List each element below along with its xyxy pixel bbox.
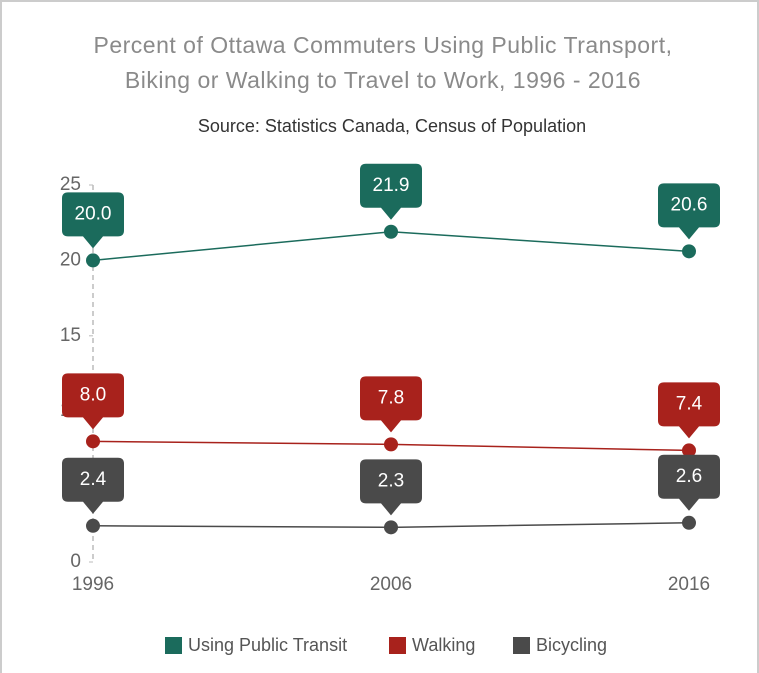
label-box xyxy=(62,457,124,514)
point xyxy=(86,434,100,449)
point xyxy=(384,520,398,535)
point xyxy=(384,224,398,239)
legend-swatch xyxy=(389,637,406,654)
x-tick-label: 1996 xyxy=(72,574,114,595)
point xyxy=(86,253,100,268)
label-box xyxy=(360,163,422,220)
legend-swatch xyxy=(513,637,530,654)
label-box xyxy=(658,183,720,240)
label-box xyxy=(360,376,422,433)
data-label: 8.0 xyxy=(80,384,106,405)
legend-label: Bicycling xyxy=(536,635,607,655)
data-label: 20.6 xyxy=(671,194,708,215)
y-tick-label: 20 xyxy=(60,249,81,270)
data-label: 7.8 xyxy=(378,387,404,408)
data-label: 7.4 xyxy=(676,393,703,414)
data-label: 2.3 xyxy=(378,470,404,491)
legend-swatch xyxy=(165,637,182,654)
data-label: 2.4 xyxy=(80,469,107,490)
label-box xyxy=(658,454,720,511)
y-tick-label: 15 xyxy=(60,325,81,346)
point xyxy=(384,437,398,452)
chart-title: Percent of Ottawa Commuters Using Public… xyxy=(94,32,673,58)
label-box xyxy=(62,373,124,430)
label-box xyxy=(360,459,422,516)
label-box xyxy=(62,192,124,249)
chart-title: Biking or Walking to Travel to Work, 199… xyxy=(125,67,641,93)
y-tick-label: 25 xyxy=(60,174,81,195)
point xyxy=(682,515,696,530)
data-label: 2.6 xyxy=(676,466,702,487)
label-box xyxy=(658,382,720,439)
chart-subtitle: Source: Statistics Canada, Census of Pop… xyxy=(198,116,586,136)
legend-label: Using Public Transit xyxy=(188,635,347,655)
point xyxy=(86,518,100,533)
data-label: 21.9 xyxy=(373,175,410,196)
x-tick-label: 2006 xyxy=(370,574,412,595)
data-label: 20.0 xyxy=(75,203,112,224)
point xyxy=(682,244,696,259)
point xyxy=(682,443,696,458)
legend-label: Walking xyxy=(412,635,475,655)
y-tick-label: 0 xyxy=(70,551,81,572)
x-tick-label: 2016 xyxy=(668,574,710,595)
